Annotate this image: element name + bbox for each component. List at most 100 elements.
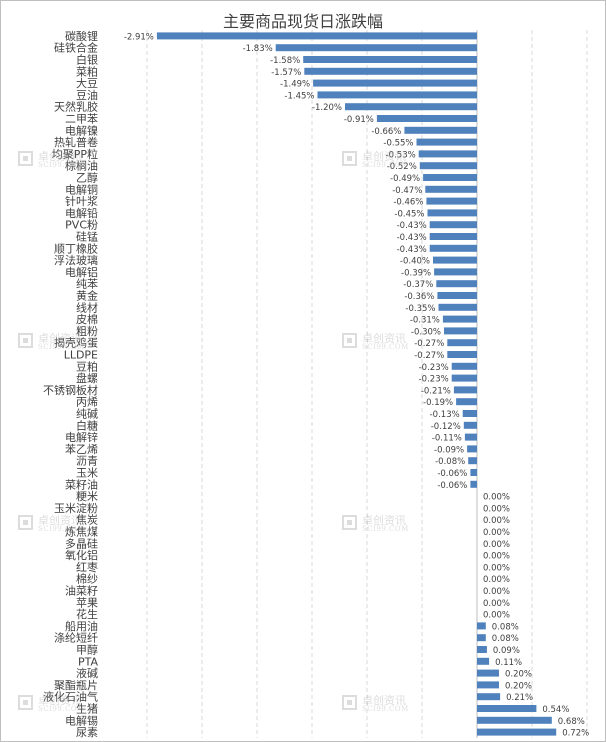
bar: [429, 221, 477, 229]
data-label: 0.00%: [483, 528, 510, 538]
bar: [467, 445, 477, 453]
bar: [477, 728, 557, 736]
category-label: 二甲苯: [65, 112, 98, 126]
data-label: -0.09%: [434, 445, 464, 455]
bar: [434, 268, 477, 276]
watermark-domain: SCI99.COM: [38, 705, 85, 713]
bar: [376, 115, 477, 122]
data-label: -0.06%: [437, 481, 467, 491]
category-label: 油菜籽: [65, 584, 98, 598]
watermark: 卓创资讯 SCI99.COM: [342, 330, 426, 354]
bar: [468, 457, 477, 465]
category-label: 不锈钢板材: [43, 383, 98, 397]
category-label: 菜粕: [76, 64, 98, 78]
bar: [275, 44, 477, 52]
watermark-logo-icon: [18, 333, 33, 348]
bar: [156, 32, 477, 40]
watermark-domain: SCI99.COM: [38, 343, 85, 351]
bar: [423, 174, 477, 181]
data-label: -0.43%: [397, 233, 427, 243]
bar: [477, 681, 499, 689]
data-label: 0.54%: [542, 705, 569, 715]
category-label: 白糖: [76, 418, 98, 432]
data-label: -1.83%: [243, 44, 273, 54]
data-label: -0.31%: [410, 316, 440, 326]
data-label: 0.00%: [483, 493, 510, 503]
data-label: -1.58%: [270, 56, 300, 66]
watermark-domain: SCI99.COM: [38, 161, 85, 169]
bar: [464, 433, 477, 441]
watermark: 卓创资讯 SCI99.COM: [18, 330, 102, 354]
bar: [304, 67, 477, 75]
data-label: -1.57%: [271, 68, 301, 78]
data-label: -0.11%: [432, 434, 462, 444]
category-label: 电解锌: [65, 430, 98, 444]
bar: [419, 162, 477, 170]
watermark: 卓创资讯 SCI99.COM: [18, 148, 102, 172]
data-label: -0.66%: [371, 127, 401, 137]
data-label: -0.46%: [393, 198, 423, 208]
category-label: 涤纶短纤: [54, 631, 98, 645]
watermark-domain: SCI99.COM: [38, 525, 85, 533]
category-label: 电解铅: [65, 206, 98, 220]
data-label: -0.43%: [397, 245, 427, 255]
category-label: 生猪: [76, 702, 98, 716]
category-label: LLDPE: [64, 349, 98, 362]
category-label: 纯碱: [76, 408, 98, 421]
category-label: 豆粕: [76, 359, 98, 373]
data-label: -0.43%: [397, 221, 427, 231]
watermark-logo-icon: [342, 695, 357, 710]
data-label: -0.39%: [401, 268, 431, 278]
category-label: 液碱: [76, 666, 98, 680]
bar: [477, 646, 487, 653]
data-label: -0.19%: [423, 398, 453, 408]
data-label: -0.40%: [400, 257, 430, 267]
category-label: 沥青: [76, 455, 98, 468]
watermark-text: 卓创资讯: [38, 150, 82, 163]
data-label: -0.47%: [392, 186, 422, 196]
data-label: -1.45%: [284, 91, 314, 101]
data-label: -0.21%: [421, 386, 451, 396]
bar: [477, 693, 501, 701]
data-label: -0.23%: [419, 375, 449, 385]
category-label: 针叶浆: [65, 194, 98, 208]
category-label: 硅锰: [76, 230, 98, 244]
category-label: 均聚PP粒: [52, 147, 98, 161]
bar: [451, 362, 477, 370]
bar: [477, 634, 486, 642]
data-label: 0.08%: [492, 622, 519, 632]
chart-title: 主要商品现货日涨跌幅: [222, 12, 383, 31]
bar: [416, 138, 477, 146]
bar: [477, 622, 486, 630]
bar: [463, 421, 477, 429]
watermark-logo-icon: [342, 515, 357, 530]
category-label: 玉米淀粉: [54, 501, 98, 515]
watermark-text: 卓创资讯: [362, 514, 406, 527]
bar: [442, 315, 477, 323]
watermark-logo-icon: [18, 151, 33, 166]
data-label: -0.49%: [390, 174, 420, 184]
watermark-logo-icon: [342, 151, 357, 166]
watermark-logo-icon: [18, 695, 33, 710]
watermark-domain: SCI99.COM: [362, 525, 409, 533]
bar: [477, 657, 490, 665]
bar: [447, 351, 477, 358]
category-label: 纯苯: [76, 277, 98, 291]
category-label: 天然乳胶: [54, 100, 98, 114]
data-label: 0.00%: [483, 563, 510, 573]
category-label: 红枣: [76, 561, 98, 574]
data-label: 0.20%: [505, 681, 532, 691]
data-label: -0.35%: [405, 304, 435, 314]
data-label: -0.91%: [344, 115, 374, 125]
bar: [462, 410, 477, 417]
data-label: -2.91%: [124, 32, 154, 42]
category-label: 棉纱: [76, 572, 98, 586]
data-label: 0.68%: [558, 717, 585, 727]
data-label: -0.13%: [430, 410, 460, 420]
category-label: 电解锡: [65, 713, 98, 727]
bar: [425, 185, 477, 193]
watermark-text: 卓创资讯: [362, 332, 406, 345]
data-label: 0.21%: [506, 693, 533, 703]
bar: [470, 469, 477, 476]
data-label: 0.00%: [483, 504, 510, 514]
